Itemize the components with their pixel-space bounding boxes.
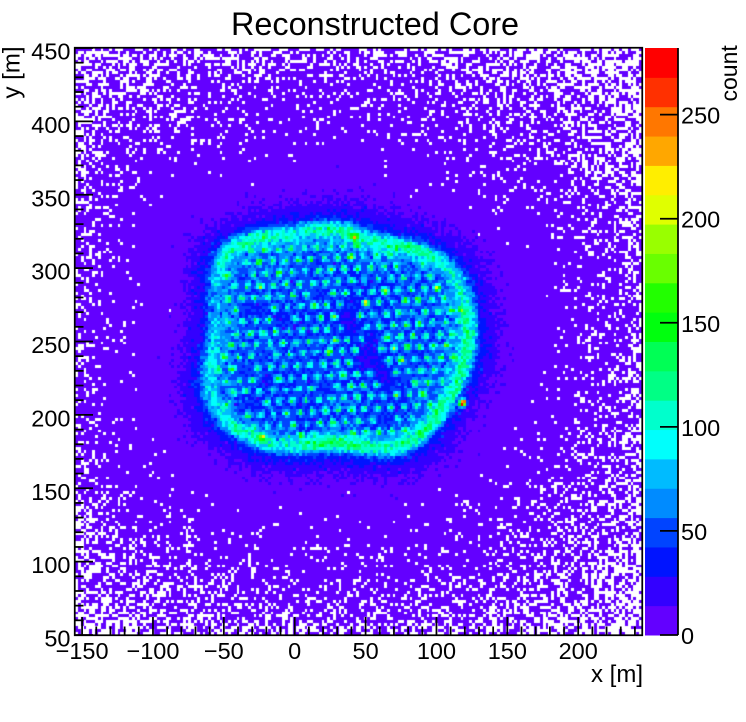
svg-text:150: 150 bbox=[488, 638, 527, 664]
svg-text:x [m]: x [m] bbox=[591, 661, 643, 688]
svg-text:200: 200 bbox=[681, 207, 720, 233]
svg-text:50: 50 bbox=[44, 626, 70, 652]
svg-text:50: 50 bbox=[353, 638, 379, 664]
svg-text:250: 250 bbox=[31, 332, 70, 358]
svg-text:0: 0 bbox=[288, 638, 301, 664]
svg-text:−50: −50 bbox=[204, 638, 244, 664]
svg-text:count: count bbox=[716, 45, 742, 102]
svg-text:200: 200 bbox=[31, 405, 70, 431]
svg-text:100: 100 bbox=[681, 415, 720, 441]
svg-text:0: 0 bbox=[681, 623, 694, 649]
svg-text:50: 50 bbox=[681, 519, 707, 545]
svg-text:150: 150 bbox=[31, 479, 70, 505]
svg-text:−100: −100 bbox=[126, 638, 179, 664]
svg-text:150: 150 bbox=[681, 311, 720, 337]
svg-text:400: 400 bbox=[31, 112, 70, 138]
svg-text:250: 250 bbox=[681, 103, 720, 129]
svg-text:450: 450 bbox=[31, 39, 70, 65]
svg-text:Reconstructed Core: Reconstructed Core bbox=[231, 6, 519, 42]
svg-text:200: 200 bbox=[559, 638, 598, 664]
svg-text:y [m]: y [m] bbox=[0, 47, 26, 99]
svg-text:−150: −150 bbox=[56, 638, 109, 664]
svg-text:100: 100 bbox=[417, 638, 456, 664]
svg-text:100: 100 bbox=[31, 552, 70, 578]
svg-text:350: 350 bbox=[31, 185, 70, 211]
svg-text:300: 300 bbox=[31, 259, 70, 285]
